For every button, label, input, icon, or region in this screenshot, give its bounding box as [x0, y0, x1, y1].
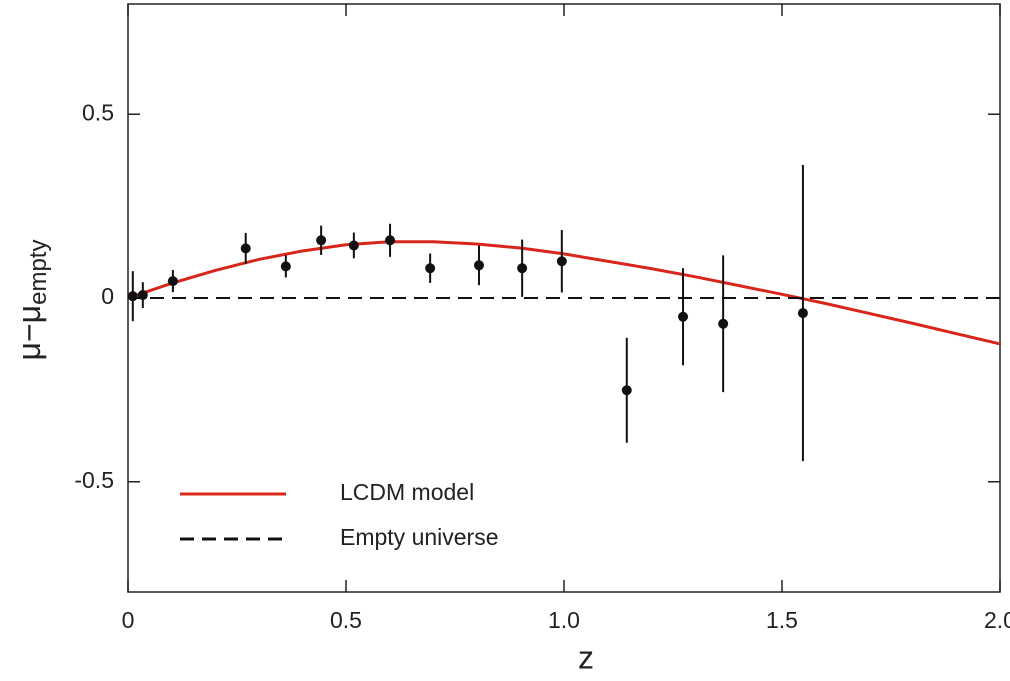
- x-tick-label: 0: [122, 607, 135, 633]
- data-point: [621, 385, 632, 396]
- legend-label: Empty universe: [340, 524, 499, 550]
- data-point: [127, 291, 138, 302]
- data-point: [473, 260, 484, 271]
- data-point: [137, 290, 148, 301]
- y-tick-label: 0.5: [82, 99, 114, 125]
- x-tick-label: 0.5: [330, 607, 362, 633]
- data-point: [797, 308, 808, 319]
- plot-frame: [127, 3, 1001, 593]
- series-line: [127, 240, 1001, 346]
- x-tick-label: 1.5: [766, 607, 798, 633]
- y-tick-label: -0.5: [74, 467, 114, 493]
- x-tick-label: 1.0: [548, 607, 580, 633]
- data-point: [556, 256, 567, 267]
- y-label-sub: empty: [25, 240, 52, 305]
- y-label-main: μ−μ: [11, 305, 47, 361]
- y-axis-label: μ−μempty: [11, 240, 52, 361]
- data-point: [678, 311, 689, 322]
- x-tick-label: 2.0: [984, 607, 1010, 633]
- data-point: [316, 235, 327, 246]
- legend-label: LCDM model: [340, 479, 474, 505]
- data-point: [718, 318, 729, 329]
- x-axis-label: z: [578, 639, 594, 675]
- y-tick-label: 0: [101, 283, 114, 309]
- data-point: [167, 276, 178, 287]
- data-point: [517, 263, 528, 274]
- data-point: [280, 261, 291, 272]
- data-point: [385, 235, 396, 246]
- data-point: [425, 263, 436, 274]
- data-point: [348, 240, 359, 251]
- data-point: [240, 243, 251, 254]
